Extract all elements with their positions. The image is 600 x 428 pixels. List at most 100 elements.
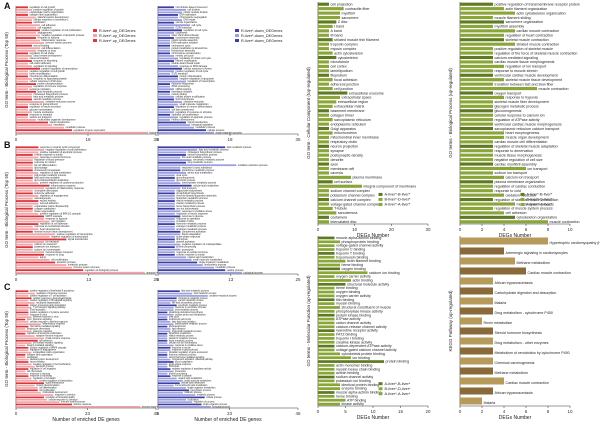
bar xyxy=(16,373,28,375)
x-tick-label: 13 xyxy=(86,277,92,282)
y-axis-label: GO term - Biological Process (Top 50) xyxy=(4,311,9,387)
legend-label: A-liver*-B-liver* xyxy=(385,193,411,197)
bar xyxy=(460,34,504,37)
bar xyxy=(460,154,493,157)
category-label: actin cytoskeleton organization xyxy=(517,11,566,15)
category-label: African trypanosomiasis xyxy=(495,281,533,285)
bar xyxy=(318,325,335,328)
bar xyxy=(318,244,335,247)
legend-label: A-liver*-B-liver* xyxy=(385,382,411,386)
bar xyxy=(16,93,32,95)
bar xyxy=(158,167,180,169)
bar xyxy=(460,149,493,152)
bar xyxy=(158,404,202,406)
bar xyxy=(16,12,28,14)
bar xyxy=(318,275,335,278)
x-tick-label: 15 xyxy=(398,409,404,414)
bar xyxy=(460,105,493,108)
bar xyxy=(16,264,66,266)
bar xyxy=(460,74,493,77)
bar xyxy=(16,162,33,164)
legend-swatch xyxy=(379,387,383,390)
bar xyxy=(16,397,44,399)
legend-swatch xyxy=(379,392,383,395)
bar xyxy=(158,389,189,391)
legend-label: B-liver*-D-liver* xyxy=(527,198,553,202)
bar xyxy=(158,241,175,243)
category-label: cellular response to calcium ion xyxy=(495,113,545,117)
category-label: drug metabolic process xyxy=(188,161,214,164)
legend-swatch xyxy=(235,29,239,32)
bar xyxy=(460,318,482,325)
bar xyxy=(158,213,175,215)
y-axis-label: GO terms - Biological Process (up-regula… xyxy=(448,68,453,158)
bar xyxy=(158,342,167,344)
bar xyxy=(16,73,28,75)
x-tick-label: 10 xyxy=(567,227,573,232)
bar xyxy=(460,328,493,335)
category-label: signal transduction xyxy=(68,238,89,241)
bar xyxy=(460,83,493,86)
bar xyxy=(318,368,335,371)
category-label: sodium channel complex xyxy=(331,189,371,193)
category-label: cellular process xyxy=(227,269,245,272)
bar xyxy=(318,185,362,188)
category-label: costamere xyxy=(331,216,348,220)
bar xyxy=(318,167,329,170)
category-label: ion binding xyxy=(353,356,370,360)
bar xyxy=(16,180,33,182)
bar xyxy=(460,25,493,28)
bar xyxy=(318,329,335,332)
bar xyxy=(16,399,47,401)
bar xyxy=(460,338,493,345)
bar xyxy=(460,176,504,179)
bar xyxy=(460,268,526,275)
legend-swatch xyxy=(379,203,383,206)
bar xyxy=(158,399,186,401)
bar xyxy=(318,252,335,255)
bar xyxy=(158,328,170,330)
legend-swatch xyxy=(379,193,383,196)
x-tick-label: 23 xyxy=(85,411,91,416)
bar xyxy=(318,395,335,398)
bar xyxy=(16,328,25,330)
bar xyxy=(16,27,36,29)
category-label: calcium ion transport xyxy=(506,176,539,180)
panel-letter-b: B xyxy=(4,140,11,150)
bar xyxy=(460,298,493,305)
bar xyxy=(16,167,33,169)
bar xyxy=(158,338,167,340)
bar xyxy=(460,29,515,32)
category-label: immune system process xyxy=(46,42,73,45)
bar xyxy=(158,9,186,11)
y-axis-label: GO terms - Molecular Function (up-regula… xyxy=(306,275,311,367)
bar xyxy=(318,83,329,86)
bar xyxy=(318,123,329,126)
panel-letter-a: A xyxy=(4,1,11,11)
category-label: heart morphogenesis xyxy=(506,131,540,135)
bar xyxy=(16,375,28,377)
bar xyxy=(16,109,28,111)
bar xyxy=(318,302,335,305)
bar xyxy=(318,380,335,383)
bar xyxy=(158,101,182,103)
bar xyxy=(318,364,335,367)
category-label: aging xyxy=(40,256,47,259)
category-label: Malaria xyxy=(484,401,496,405)
bar xyxy=(16,132,148,134)
bar xyxy=(318,180,333,183)
category-label: dendrite xyxy=(331,158,344,162)
bar xyxy=(318,34,329,37)
bar xyxy=(16,169,33,171)
category-label: adherens junction xyxy=(331,82,359,86)
bar xyxy=(158,127,194,129)
bar xyxy=(16,392,41,394)
category-label: respiratory chain xyxy=(331,140,358,144)
bar xyxy=(460,258,515,265)
bar xyxy=(460,288,493,295)
legend-label: R-liver*-down_DEGenes xyxy=(241,29,282,33)
bar xyxy=(16,122,48,124)
category-label: biological process xyxy=(244,271,264,274)
category-label: single-organism process xyxy=(216,131,243,134)
bar xyxy=(16,382,44,384)
